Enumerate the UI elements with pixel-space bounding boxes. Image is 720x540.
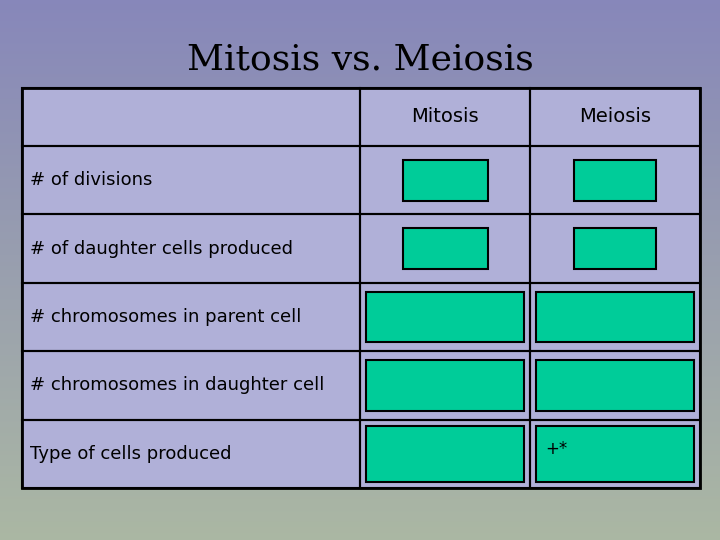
Text: # of divisions: # of divisions <box>30 171 153 189</box>
Bar <box>360 420 530 488</box>
Bar <box>360 214 530 283</box>
Bar <box>22 351 360 420</box>
Text: Meiosis: Meiosis <box>579 107 651 126</box>
Bar <box>530 88 700 146</box>
Bar <box>360 283 530 351</box>
Bar <box>360 146 530 214</box>
Bar <box>536 292 694 342</box>
Bar <box>366 292 524 342</box>
Bar <box>530 214 700 283</box>
Bar <box>360 88 530 146</box>
Text: Type of cells produced: Type of cells produced <box>30 445 232 463</box>
Bar <box>575 160 656 201</box>
Bar <box>366 360 524 410</box>
Bar <box>530 146 700 214</box>
Text: # chromosomes in daughter cell: # chromosomes in daughter cell <box>30 376 325 394</box>
Bar <box>536 426 694 482</box>
Bar <box>402 160 487 201</box>
Bar <box>530 351 700 420</box>
Bar <box>536 360 694 410</box>
Bar <box>22 88 700 488</box>
Bar <box>360 351 530 420</box>
Bar <box>22 420 360 488</box>
Bar <box>22 88 360 146</box>
Bar <box>530 420 700 488</box>
Bar <box>530 283 700 351</box>
Bar <box>402 228 487 269</box>
Bar <box>22 283 360 351</box>
Text: # chromosomes in parent cell: # chromosomes in parent cell <box>30 308 302 326</box>
Text: Mitosis: Mitosis <box>411 107 479 126</box>
Bar <box>366 426 524 482</box>
Text: Mitosis vs. Meiosis: Mitosis vs. Meiosis <box>186 43 534 77</box>
Bar <box>22 214 360 283</box>
Text: # of daughter cells produced: # of daughter cells produced <box>30 240 293 258</box>
Bar <box>22 146 360 214</box>
Bar <box>575 228 656 269</box>
Text: +*: +* <box>545 440 567 458</box>
